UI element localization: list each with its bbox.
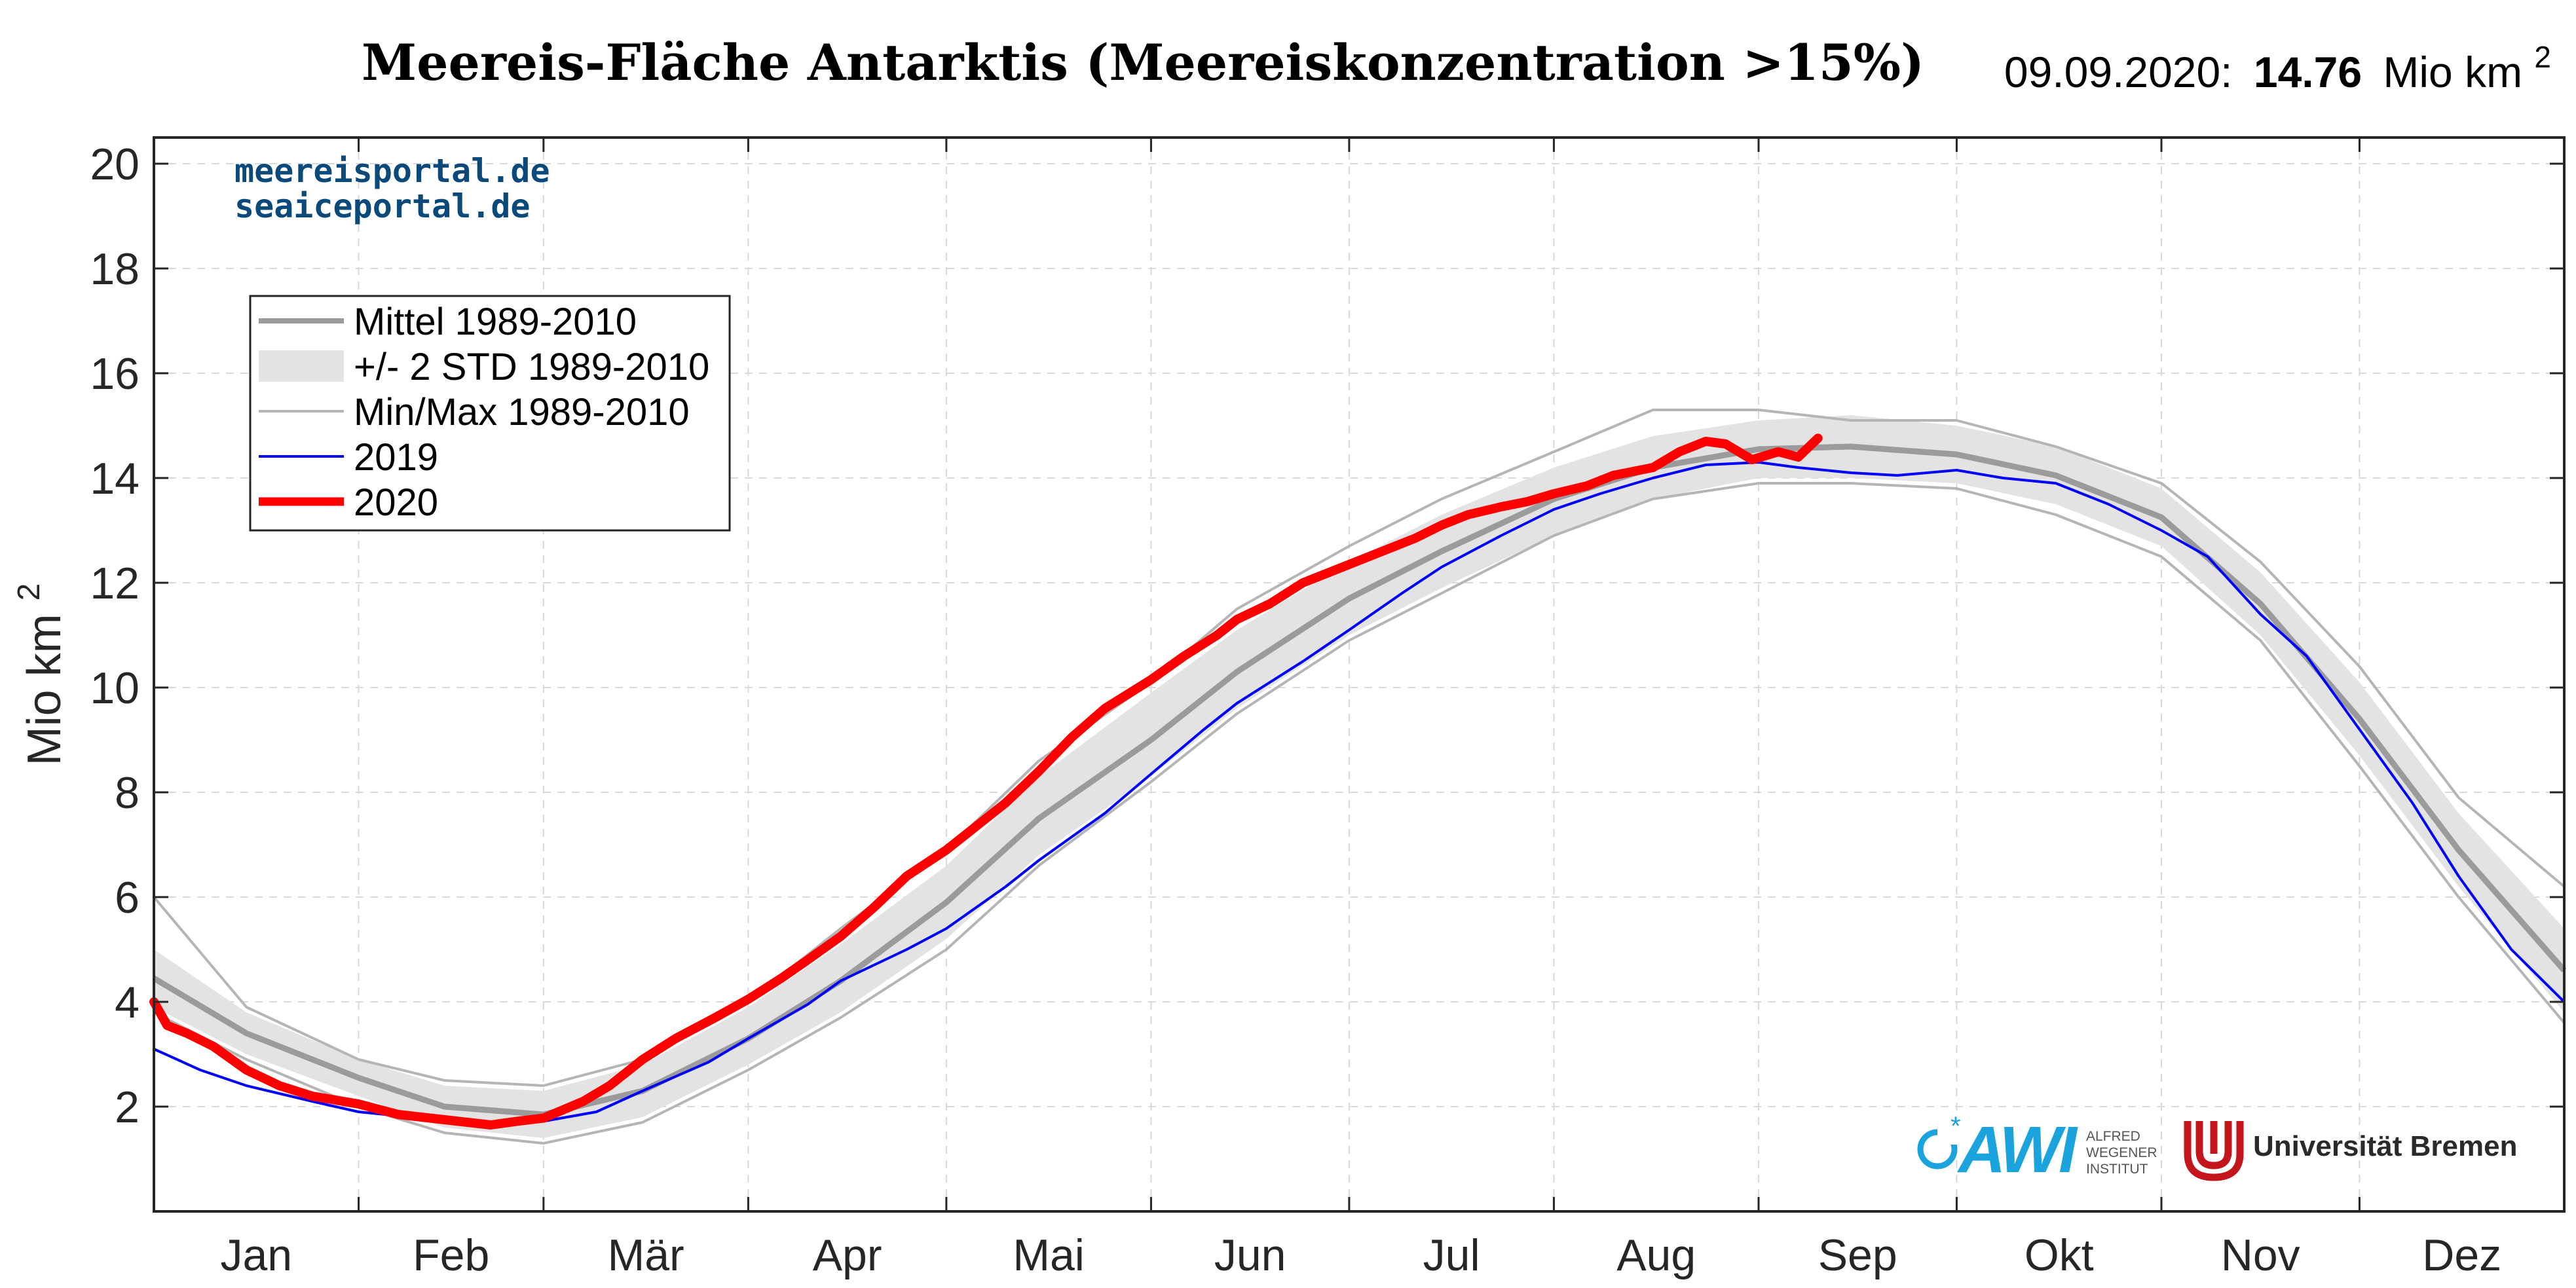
legend-label: +/- 2 STD 1989-2010 (354, 346, 709, 388)
y-axis-label-exp: 2 (12, 583, 47, 601)
y-axis-label-text: Mio km (18, 614, 71, 765)
max-line (153, 409, 2566, 1087)
uni-bremen-emblem-icon (2184, 1121, 2244, 1181)
unit-exponent: 2 (2534, 40, 2551, 74)
unit-label: Mio km (2383, 48, 2522, 96)
x-tick-label: Jul (1423, 1230, 1480, 1280)
legend-swatch-band (259, 350, 344, 382)
x-tick-label: Jun (1214, 1230, 1286, 1280)
y-tick-label: 4 (115, 978, 140, 1027)
awi-line-3: INSTITUT (2086, 1162, 2148, 1177)
legend-label: 2020 (354, 481, 438, 524)
awi-globe-icon: * (1917, 1112, 1961, 1169)
grid-lines (154, 138, 2564, 1211)
legend-label: Min/Max 1989-2010 (354, 391, 690, 433)
svg-text:09.09.2020: 14.76: 09.09.2020: 14.76 Mio km 2 (2004, 40, 2551, 96)
awi-line-2: WEGENER (2086, 1145, 2157, 1160)
legend-box (249, 295, 731, 532)
chart-title: Meereis-Fläche Antarktis (Meereiskonzent… (362, 33, 1924, 92)
plot-frame (153, 136, 2566, 1213)
y-tick-label: 10 (90, 663, 140, 713)
legend-entry: Mittel 1989-2010 (259, 301, 637, 343)
y-axis-label: Mio km 2 (12, 583, 71, 766)
x-tick-label: Nov (2221, 1230, 2300, 1280)
legend-label: 2019 (354, 436, 438, 479)
y-tick-label: 8 (115, 768, 140, 818)
legend-entry: 2019 (259, 436, 438, 479)
min-line (153, 482, 2566, 1145)
date-value-readout: 09.09.2020: 14.76 Mio km 2 (2004, 40, 2551, 96)
legend-label: Mittel 1989-2010 (354, 301, 637, 343)
x-tick-label: Jan (220, 1230, 292, 1280)
data-lines (149, 409, 2567, 1145)
x-tick-label: Aug (1616, 1230, 1696, 1280)
y-tick-label: 14 (90, 454, 140, 504)
y-tick-label: 20 (90, 139, 140, 189)
y-tick-label: 16 (90, 349, 140, 399)
awi-line-1: ALFRED (2086, 1129, 2140, 1144)
uni-bremen-wordmark: Universität Bremen (2253, 1130, 2517, 1162)
svg-text:*: * (1951, 1112, 1961, 1141)
date-label: 09.09.2020: (2004, 48, 2233, 96)
x-tick-label: Dez (2422, 1230, 2501, 1280)
watermark-seaiceportal: seaiceportal.de (234, 187, 531, 225)
x-tick-label: Sep (1818, 1230, 1897, 1280)
uni-bremen-logo: Universität Bremen (2184, 1121, 2517, 1181)
x-tick-label: Apr (813, 1230, 882, 1280)
legend-entry: Min/Max 1989-2010 (259, 391, 690, 433)
legend: Mittel 1989-2010+/- 2 STD 1989-2010Min/M… (249, 295, 731, 532)
current-value: 14.76 (2254, 48, 2362, 96)
x-tick-label: Mär (608, 1230, 684, 1280)
x-tick-label: Mai (1013, 1230, 1085, 1280)
legend-entry: +/- 2 STD 1989-2010 (259, 346, 709, 388)
y-tick-label: 18 (90, 244, 140, 294)
watermark-meereisportal: meereisportal.de (234, 152, 550, 190)
legend-entry: 2020 (259, 481, 438, 524)
awi-logo: * AWI ALFRED WEGENER INSTITUT (1917, 1112, 2157, 1187)
x-tick-label: Feb (413, 1230, 489, 1280)
x-tick-label: Okt (2025, 1230, 2094, 1280)
awi-wordmark: AWI (1956, 1113, 2078, 1187)
y-tick-label: 6 (115, 873, 140, 923)
series-2020-line (149, 433, 1823, 1130)
y-tick-label: 2 (115, 1082, 140, 1132)
axis-ticks: 2 4 6 8 10 12 14 16 18 20 Jan Feb Mär Apr Mai Jun Jul Aug… (90, 138, 2566, 1280)
svg-text:Mio km 2: Mio km 2 (12, 583, 71, 766)
y-tick-label: 12 (90, 559, 140, 608)
